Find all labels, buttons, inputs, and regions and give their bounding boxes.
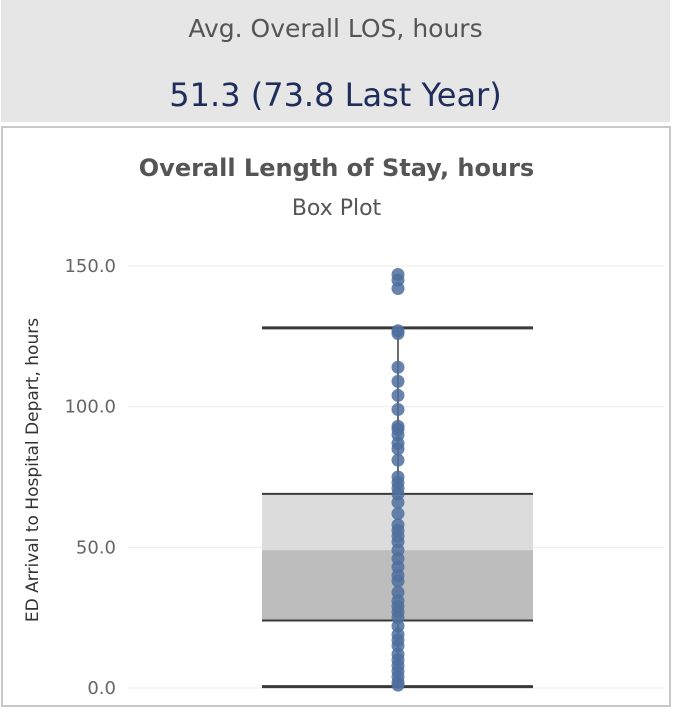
y-tick-label-0: 0.0: [87, 678, 116, 699]
data-point-4: [391, 327, 405, 341]
data-point-29: [391, 574, 405, 588]
chart-title: Overall Length of Stay, hours: [138, 154, 535, 182]
data-point-6: [391, 374, 405, 388]
kpi-value: 51.3 (73.8 Last Year): [169, 76, 502, 114]
y-tick-label-3: 150.0: [64, 256, 116, 277]
data-point-5: [391, 360, 405, 374]
data-point-13: [391, 442, 405, 456]
data-point-7: [391, 388, 405, 402]
chart-subtitle: Box Plot: [291, 196, 382, 221]
data-point-45: [391, 678, 405, 692]
data-point-2: [391, 282, 405, 296]
data-point-20: [391, 507, 405, 521]
data-point-8: [391, 402, 405, 416]
data-point-19: [391, 495, 405, 509]
y-tick-label-1: 50.0: [76, 537, 116, 558]
kpi-card: Avg. Overall LOS, hours 51.3 (73.8 Last …: [1, 0, 670, 122]
kpi-label: Avg. Overall LOS, hours: [188, 14, 483, 43]
data-point-14: [391, 453, 405, 467]
y-tick-label-2: 100.0: [64, 397, 116, 418]
